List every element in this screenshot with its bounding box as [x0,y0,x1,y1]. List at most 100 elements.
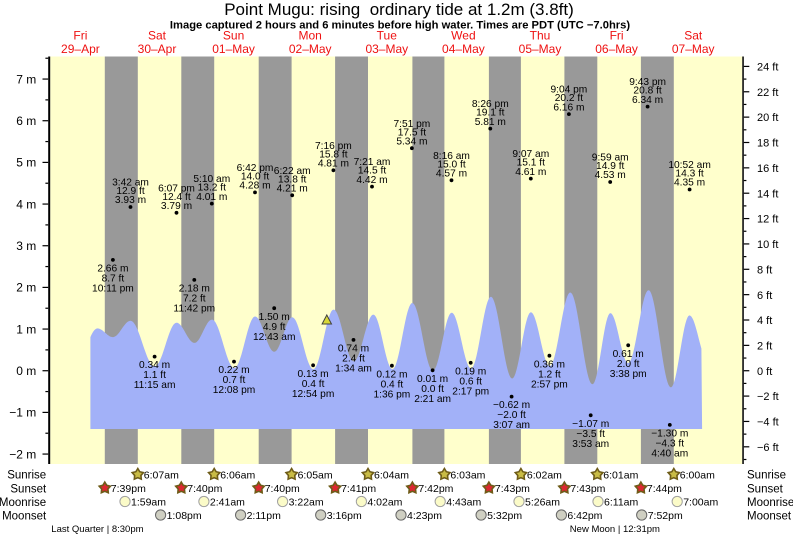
svg-text:6:05am: 6:05am [298,469,333,481]
svg-text:0.01 m: 0.01 m [417,374,448,385]
svg-text:11:42 pm: 11:42 pm [173,304,215,315]
svg-text:1:34 am: 1:34 am [335,364,372,375]
svg-text:7:44pm: 7:44pm [647,483,682,495]
svg-text:6:42pm: 6:42pm [567,510,602,522]
svg-text:Last Quarter | 8:30pm: Last Quarter | 8:30pm [51,524,143,535]
svg-text:0.19 m: 0.19 m [455,366,486,377]
svg-text:8:26 pm: 8:26 pm [472,99,509,110]
svg-text:1.1 ft: 1.1 ft [143,370,166,381]
svg-text:Fri: Fri [73,29,87,43]
svg-text:18 ft: 18 ft [757,138,778,150]
svg-text:7 m: 7 m [16,72,36,86]
svg-text:7:41pm: 7:41pm [341,483,376,495]
svg-text:12.9 ft: 12.9 ft [116,186,144,197]
svg-text:8 ft: 8 ft [757,264,772,276]
svg-text:06–May: 06–May [595,42,638,56]
svg-text:3:38 pm: 3:38 pm [610,369,647,380]
svg-text:2.66 m: 2.66 m [97,264,128,275]
svg-text:20 ft: 20 ft [757,112,778,124]
svg-text:4.01 m: 4.01 m [196,192,227,203]
svg-text:−1 m: −1 m [9,406,36,420]
svg-text:Tue: Tue [377,29,398,43]
svg-text:0.6 ft: 0.6 ft [459,376,482,387]
svg-text:6.16 m: 6.16 m [553,102,584,113]
svg-text:4:02am: 4:02am [367,496,402,508]
svg-text:04–May: 04–May [442,42,485,56]
svg-text:14.9 ft: 14.9 ft [596,161,624,172]
svg-text:4.53 m: 4.53 m [595,170,626,181]
svg-text:2 m: 2 m [16,281,36,295]
svg-text:16 ft: 16 ft [757,163,778,175]
svg-text:4.42 m: 4.42 m [356,175,387,186]
svg-text:13.2 ft: 13.2 ft [198,183,226,194]
svg-text:−1.07 m: −1.07 m [572,419,609,430]
svg-text:02–May: 02–May [289,42,332,56]
svg-text:1:36 pm: 1:36 pm [373,389,410,400]
svg-text:4 ft: 4 ft [757,315,772,327]
svg-text:0.74 m: 0.74 m [338,344,369,355]
svg-text:19.1 ft: 19.1 ft [476,108,504,119]
svg-text:07–May: 07–May [672,42,715,56]
svg-text:7:21 am: 7:21 am [354,157,391,168]
svg-text:9:59 am: 9:59 am [592,153,629,164]
svg-text:0.4 ft: 0.4 ft [381,379,404,390]
svg-text:3 m: 3 m [16,239,36,253]
svg-text:20.2 ft: 20.2 ft [555,93,583,104]
svg-text:5:26am: 5:26am [525,496,560,508]
svg-text:6 m: 6 m [16,114,36,128]
svg-text:−2.0 ft: −2.0 ft [497,410,526,421]
svg-text:3.79 m: 3.79 m [161,201,192,212]
svg-text:0.22 m: 0.22 m [218,365,249,376]
svg-text:−4 ft: −4 ft [757,417,779,429]
svg-text:7:16 pm: 7:16 pm [315,141,352,152]
svg-text:7:52pm: 7:52pm [648,510,683,522]
svg-text:Sunrise: Sunrise [7,470,46,482]
svg-text:6:02am: 6:02am [527,469,562,481]
svg-text:Moonrise: Moonrise [0,497,46,509]
svg-text:Moonset: Moonset [2,510,47,522]
svg-text:−2 ft: −2 ft [757,391,779,403]
svg-text:1.2 ft: 1.2 ft [538,369,561,380]
svg-text:Thu: Thu [530,29,551,43]
svg-text:5.81 m: 5.81 m [475,117,506,128]
svg-text:8:16 am: 8:16 am [433,151,470,162]
svg-text:14.5 ft: 14.5 ft [358,166,386,177]
svg-text:12:43 am: 12:43 am [253,332,295,343]
svg-text:6:42 pm: 6:42 pm [237,163,274,174]
svg-text:15.8 ft: 15.8 ft [319,149,347,160]
svg-text:7:43pm: 7:43pm [570,483,605,495]
svg-text:Point Mugu: rising ordinary t: Point Mugu: rising ordinary tide at 1.2m… [224,0,574,19]
svg-text:14.0 ft: 14.0 ft [241,172,269,183]
svg-text:0.13 m: 0.13 m [298,369,329,380]
svg-text:14.3 ft: 14.3 ft [675,169,703,180]
svg-text:13.8 ft: 13.8 ft [278,174,306,185]
svg-text:6:03am: 6:03am [450,469,485,481]
svg-text:Sat: Sat [148,29,167,43]
svg-text:3:42 am: 3:42 am [112,178,149,189]
svg-text:Sunset: Sunset [10,483,47,495]
svg-text:6:04am: 6:04am [374,469,409,481]
svg-text:1:08pm: 1:08pm [167,510,202,522]
svg-text:29–Apr: 29–Apr [61,42,100,56]
svg-text:7:40pm: 7:40pm [187,483,222,495]
svg-text:4.9 ft: 4.9 ft [263,322,286,333]
svg-text:15.0 ft: 15.0 ft [437,159,465,170]
svg-text:2.4 ft: 2.4 ft [342,354,365,365]
svg-text:0 m: 0 m [16,364,36,378]
svg-text:0.36 m: 0.36 m [534,359,565,370]
svg-text:Moonrise: Moonrise [747,497,793,509]
svg-text:0.0 ft: 0.0 ft [421,384,444,395]
svg-text:2 ft: 2 ft [757,341,772,353]
svg-text:2:21 am: 2:21 am [414,394,451,405]
svg-text:Sunrise: Sunrise [747,470,786,482]
svg-text:0.12 m: 0.12 m [376,369,407,380]
svg-text:20.8 ft: 20.8 ft [633,86,661,97]
svg-text:Wed: Wed [451,29,475,43]
svg-text:2.18 m: 2.18 m [179,284,210,295]
svg-text:17.5 ft: 17.5 ft [398,127,426,138]
svg-text:10:11 pm: 10:11 pm [92,284,134,295]
svg-text:4.57 m: 4.57 m [436,169,467,180]
svg-text:5:32pm: 5:32pm [487,510,522,522]
svg-text:03–May: 03–May [365,42,408,56]
svg-text:−2 m: −2 m [9,447,36,461]
